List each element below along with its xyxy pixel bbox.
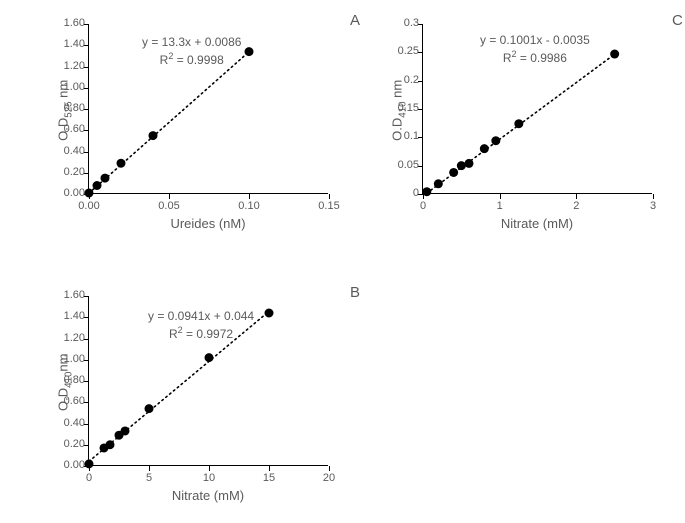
- x-tick-mark: [249, 194, 250, 199]
- x-tick-mark: [653, 194, 654, 199]
- y-tick-label: 0.3: [379, 17, 419, 29]
- panel-letter: A: [350, 12, 360, 29]
- fit-r2: R2 = 0.9972: [169, 327, 233, 341]
- fit-eqn: y = 0.0941x + 0.044: [148, 309, 254, 323]
- x-tick-label: 0.15: [309, 200, 349, 212]
- y-axis-label: O.D410 nm: [390, 75, 409, 145]
- x-tick-mark: [149, 466, 150, 471]
- y-tick-label: 1.20: [45, 60, 85, 72]
- x-tick-label: 1: [480, 200, 520, 212]
- chart-panel-A: 0.000.200.400.600.801.001.201.401.600.00…: [30, 8, 350, 238]
- fit-r2: R2 = 0.9998: [160, 53, 224, 67]
- data-point: [480, 144, 489, 153]
- data-point: [449, 168, 458, 177]
- fit-line: [89, 52, 249, 193]
- chart-panel-B: 0.000.200.400.600.801.001.201.401.600510…: [30, 280, 350, 510]
- y-tick-label: 1.60: [45, 289, 85, 301]
- data-point: [93, 181, 102, 190]
- data-point: [101, 174, 110, 183]
- y-tick-label: 0.05: [379, 159, 419, 171]
- x-axis-label: Ureides (nM): [158, 216, 258, 231]
- data-point: [457, 161, 466, 170]
- y-axis-label: O.D525 nm: [56, 75, 75, 145]
- y-tick-label: 0.40: [45, 417, 85, 429]
- x-tick-mark: [269, 466, 270, 471]
- x-tick-label: 0.00: [69, 200, 109, 212]
- x-tick-label: 20: [309, 472, 349, 484]
- data-point: [205, 353, 214, 362]
- equation-text: y = 0.0941x + 0.044 R2 = 0.9972: [148, 308, 254, 342]
- y-tick-label: 1.40: [45, 310, 85, 322]
- data-point: [265, 309, 274, 318]
- equation-text: y = 13.3x + 0.0086 R2 = 0.9998: [142, 34, 241, 68]
- x-tick-mark: [329, 466, 330, 471]
- y-axis-label: O.D410nm: [56, 347, 75, 417]
- data-point: [145, 404, 154, 413]
- x-tick-mark: [169, 194, 170, 199]
- x-tick-label: 0: [69, 472, 109, 484]
- data-point: [106, 440, 115, 449]
- y-tick-label: 0.00: [45, 187, 85, 199]
- x-tick-label: 0.10: [229, 200, 269, 212]
- x-axis-label: Nitrate (mM): [158, 488, 258, 503]
- data-point: [491, 136, 500, 145]
- x-tick-label: 0.05: [149, 200, 189, 212]
- equation-text: y = 0.1001x - 0.0035 R2 = 0.9986: [480, 32, 590, 66]
- x-tick-mark: [209, 466, 210, 471]
- y-tick-label: 0.40: [45, 145, 85, 157]
- y-tick-label: 0.25: [379, 45, 419, 57]
- data-point: [434, 179, 443, 188]
- x-tick-mark: [329, 194, 330, 199]
- y-tick-label: 0.00: [45, 459, 85, 471]
- data-point: [610, 50, 619, 59]
- data-point: [422, 187, 431, 196]
- data-point: [514, 119, 523, 128]
- data-point: [149, 131, 158, 140]
- fit-r2: R2 = 0.9986: [503, 51, 567, 65]
- y-tick-label: 0.20: [45, 166, 85, 178]
- y-tick-label: 1.20: [45, 332, 85, 344]
- x-tick-mark: [576, 194, 577, 199]
- data-point: [117, 159, 126, 168]
- panel-letter: B: [350, 284, 360, 301]
- x-tick-label: 15: [249, 472, 289, 484]
- panel-letter: C: [672, 12, 683, 29]
- x-axis-label: Nitrate (mM): [487, 216, 587, 231]
- x-tick-label: 3: [633, 200, 673, 212]
- x-tick-label: 2: [556, 200, 596, 212]
- x-tick-mark: [500, 194, 501, 199]
- data-point: [85, 459, 94, 468]
- y-tick-label: 1.40: [45, 38, 85, 50]
- data-point: [465, 159, 474, 168]
- x-tick-label: 10: [189, 472, 229, 484]
- y-tick-label: 0: [379, 187, 419, 199]
- data-point: [85, 188, 94, 197]
- chart-panel-C: 00.050.10.150.20.250.30123Nitrate (mM)O.…: [370, 8, 680, 238]
- data-point: [245, 47, 254, 56]
- x-tick-label: 0: [403, 200, 443, 212]
- fit-eqn: y = 13.3x + 0.0086: [142, 35, 241, 49]
- y-tick-label: 1.60: [45, 17, 85, 29]
- data-point: [121, 426, 130, 435]
- fit-eqn: y = 0.1001x - 0.0035: [480, 33, 590, 47]
- y-tick-label: 0.20: [45, 438, 85, 450]
- x-tick-label: 5: [129, 472, 169, 484]
